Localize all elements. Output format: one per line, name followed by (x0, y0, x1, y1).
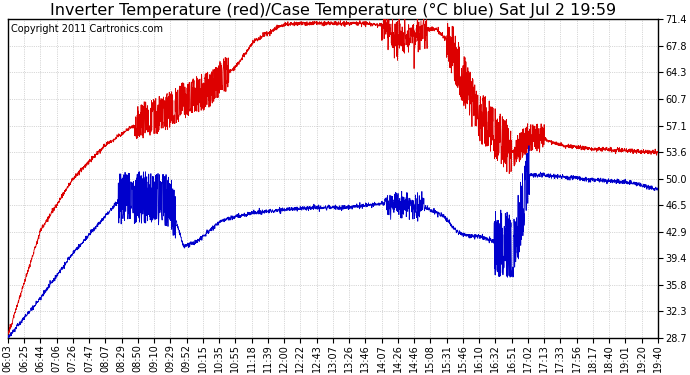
Title: Inverter Temperature (red)/Case Temperature (°C blue) Sat Jul 2 19:59: Inverter Temperature (red)/Case Temperat… (50, 3, 616, 18)
Text: Copyright 2011 Cartronics.com: Copyright 2011 Cartronics.com (11, 24, 163, 34)
